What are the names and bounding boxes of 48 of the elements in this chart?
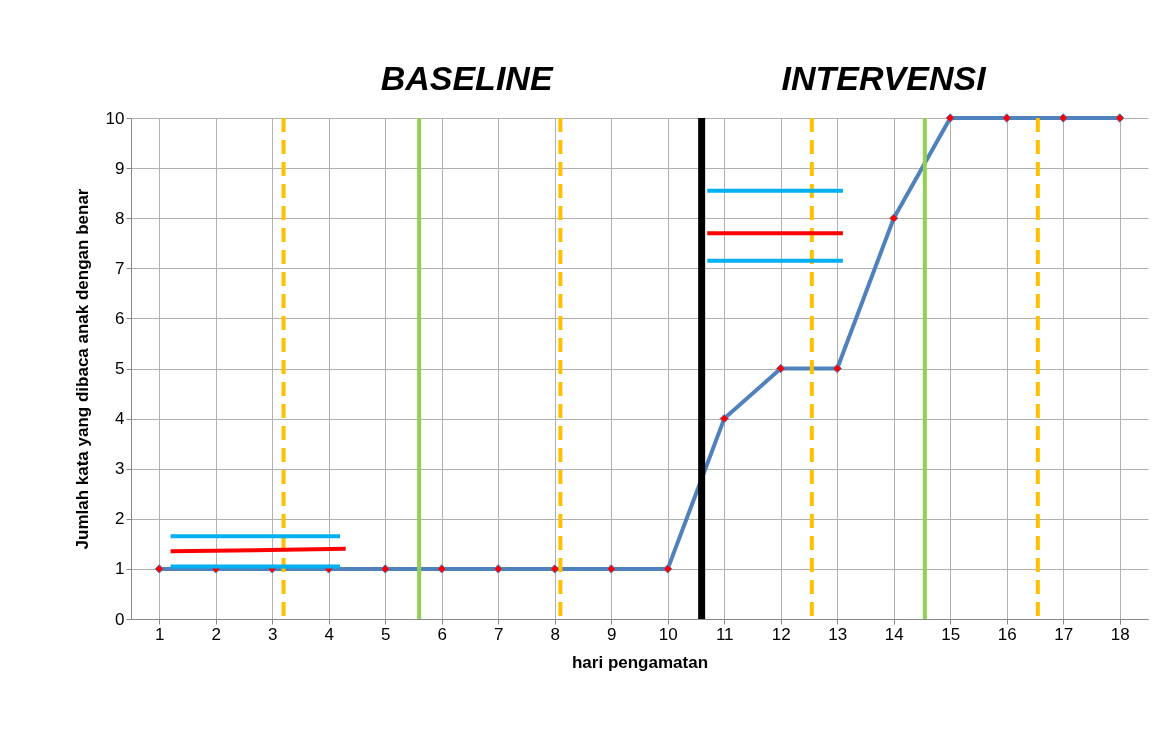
- point: [1002, 113, 1012, 123]
- text: INTERVENSI: [781, 59, 988, 97]
- point: [663, 564, 673, 574]
- x-tick-label: 17: [1054, 624, 1074, 644]
- x-tick-label: 18: [1110, 624, 1130, 644]
- x-tick-label: 9: [607, 624, 617, 644]
- x-tick-label: 6: [437, 624, 447, 644]
- y-tick-label: 6: [115, 308, 125, 328]
- x-tick-label: 14: [884, 624, 904, 644]
- point: [606, 564, 616, 574]
- x-tick-label: 1: [155, 624, 165, 644]
- point: [889, 213, 899, 223]
- y-tick-label: 9: [115, 158, 125, 178]
- x-tick-label: 2: [211, 624, 221, 644]
- point: [776, 363, 786, 374]
- point: [550, 564, 560, 574]
- y-tick-label: 7: [115, 258, 125, 278]
- point: [945, 113, 955, 123]
- x-tick-label: 10: [658, 624, 678, 644]
- y-axis-title: Jumlah kata yang dibaca anak dengan benar: [72, 188, 92, 550]
- x-axis-title: hari pengamatan: [571, 652, 709, 672]
- x-tick-label: 4: [324, 624, 334, 644]
- y-tick-label: 5: [115, 359, 125, 378]
- x-tick-label: 16: [997, 624, 1017, 644]
- x-tick-label: 3: [268, 624, 278, 644]
- point: [380, 564, 390, 574]
- y-tick-label: 10: [105, 108, 125, 128]
- text: BASELINE: [380, 59, 554, 97]
- y-tick-label: 8: [115, 208, 125, 228]
- point: [1115, 113, 1125, 123]
- point: [437, 564, 447, 574]
- point: [493, 564, 503, 574]
- x-tick-label: 13: [828, 624, 848, 644]
- x-tick-label: 11: [715, 624, 734, 644]
- x-tick-label: 8: [550, 624, 560, 644]
- point: [1058, 113, 1068, 123]
- x-tick-label: 15: [941, 624, 961, 644]
- x-tick-label: 12: [771, 624, 791, 644]
- y-tick-label: 3: [115, 459, 125, 479]
- y-tick-label: 2: [115, 509, 125, 529]
- y-tick-label: 1: [115, 559, 125, 579]
- x-tick-label: 5: [381, 624, 391, 644]
- point: [719, 413, 729, 424]
- y-tick-label: 0: [115, 609, 125, 629]
- y-tick-label: 4: [115, 409, 125, 429]
- point: [154, 564, 164, 574]
- point: [832, 363, 842, 374]
- x-tick-label: 7: [494, 624, 504, 644]
